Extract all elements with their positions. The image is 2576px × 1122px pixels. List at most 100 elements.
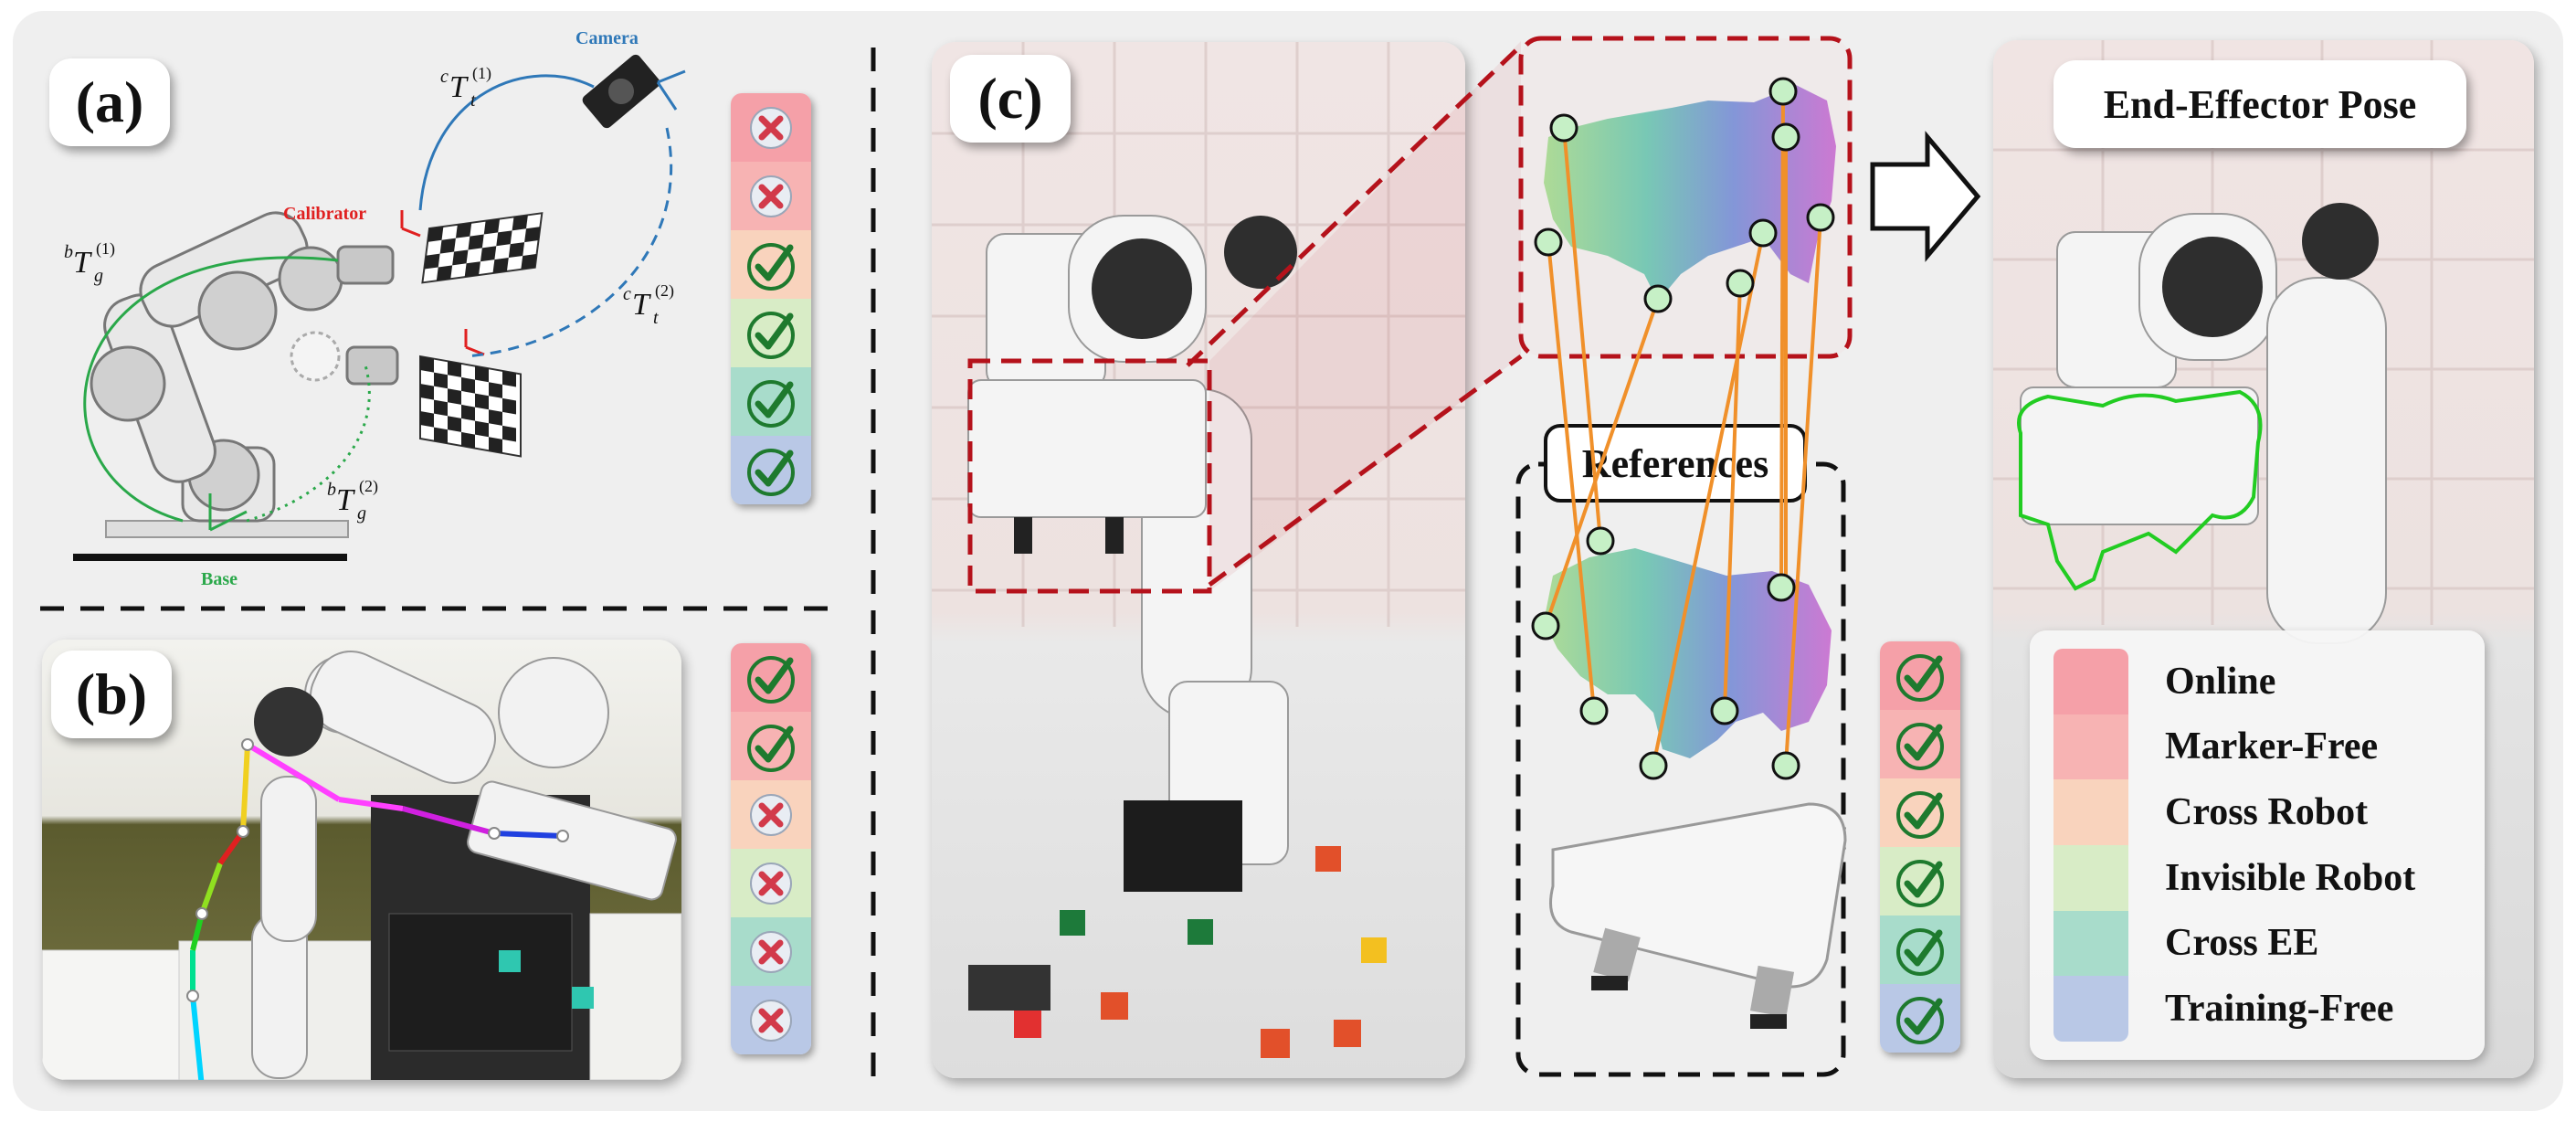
result-scene-drawing xyxy=(1993,40,2534,644)
base-transform-arrow-1 xyxy=(83,256,339,523)
property-mark-cell xyxy=(731,162,811,230)
property-mark-cell xyxy=(731,712,811,780)
check-icon xyxy=(1896,653,1944,702)
zoom-region-box xyxy=(967,358,1212,594)
svg-text:T: T xyxy=(449,70,469,104)
panel-c-property-marks xyxy=(1880,641,1960,1053)
legend-swatch xyxy=(2053,910,2128,977)
property-mark-cell xyxy=(1880,641,1960,710)
legend-item-label: Marker-Free xyxy=(2165,725,2379,768)
legend-swatch xyxy=(2053,779,2128,845)
property-mark-cell xyxy=(731,93,811,162)
panel-b-robot-skeleton xyxy=(42,650,681,1080)
legend-item-label: Online xyxy=(2165,660,2276,703)
property-mark-cell xyxy=(731,367,811,436)
legend-swatch xyxy=(2053,714,2128,780)
reference-feature-map xyxy=(1544,548,1832,758)
equation-ct1: c T t (1) xyxy=(440,64,491,111)
calibrator-label: Calibrator xyxy=(283,204,366,224)
legend-item-label: Training-Free xyxy=(2165,988,2394,1031)
robot-arm-drawing xyxy=(90,211,399,523)
cross-icon xyxy=(750,106,792,149)
camera-transform-arrow-2 xyxy=(465,127,673,358)
cross-icon xyxy=(750,930,792,973)
panel-a-label: (a) xyxy=(49,58,170,146)
legend-labels: Online Marker-Free Cross Robot Invisible Ro… xyxy=(2165,649,2476,1042)
legend-panel: Online Marker-Free Cross Robot Invisible Ro… xyxy=(2030,630,2485,1060)
check-icon xyxy=(1896,859,1944,907)
query-feature-map xyxy=(1544,82,1836,302)
legend-color-strip xyxy=(2053,649,2128,1042)
property-mark-cell xyxy=(731,643,811,712)
legend-item-label: Cross Robot xyxy=(2165,791,2369,834)
check-icon xyxy=(747,448,795,496)
svg-text:b: b xyxy=(64,242,73,262)
svg-text:t: t xyxy=(470,90,476,111)
svg-text:(2): (2) xyxy=(359,477,378,496)
panel-b-label: (b) xyxy=(51,651,172,738)
legend-swatch xyxy=(2053,649,2128,714)
equation-bt2: b T g (2) xyxy=(327,477,378,524)
panel-b-robot-photo xyxy=(42,640,681,1080)
end-effector-contour xyxy=(2017,389,2263,591)
checkerboard-upper xyxy=(421,212,544,284)
panel-c-scene-photo xyxy=(932,42,1465,1078)
camera-axes xyxy=(656,69,686,111)
property-mark-cell xyxy=(1880,778,1960,847)
cross-icon xyxy=(750,793,792,836)
svg-text:c: c xyxy=(623,284,631,304)
property-mark-cell xyxy=(731,299,811,367)
svg-text:T: T xyxy=(632,288,651,322)
zoom-line-lower xyxy=(1208,354,1523,587)
end-effector-pose-label: End-Effector Pose xyxy=(2053,60,2466,148)
property-mark-cell xyxy=(731,436,811,504)
property-mark-cell xyxy=(1880,984,1960,1053)
svg-text:T: T xyxy=(73,246,92,280)
property-mark-cell xyxy=(1880,916,1960,984)
panel-b-property-marks xyxy=(731,643,811,1054)
svg-text:t: t xyxy=(653,308,659,328)
panel-a-property-marks xyxy=(731,93,811,504)
check-icon xyxy=(1896,996,1944,1044)
cross-icon xyxy=(750,862,792,905)
property-mark-cell xyxy=(731,849,811,917)
svg-text:(1): (1) xyxy=(96,239,115,259)
svg-text:g: g xyxy=(94,266,103,286)
legend-swatch xyxy=(2053,844,2128,911)
panel-a-calibration-diagram: Camera Calibrator Base c T t (1) c T t (… xyxy=(64,28,686,585)
property-mark-cell xyxy=(731,780,811,849)
base-transform-arrow-2 xyxy=(246,365,371,523)
checkerboard-lower xyxy=(419,355,522,458)
svg-text:T: T xyxy=(336,483,355,517)
legend-item-label: Invisible Robot xyxy=(2165,856,2416,899)
svg-text:(1): (1) xyxy=(472,64,491,83)
check-icon xyxy=(747,379,795,428)
property-mark-cell xyxy=(731,986,811,1054)
camera-label: Camera xyxy=(575,28,639,48)
check-icon xyxy=(747,655,795,704)
keypoint-match-lines xyxy=(1544,90,1822,767)
property-mark-cell xyxy=(1880,847,1960,916)
panel-c-label: (c) xyxy=(950,55,1071,143)
equation-ct2: c T t (2) xyxy=(623,281,674,328)
cross-icon xyxy=(750,175,792,217)
panel-c-scene-drawing xyxy=(932,42,1465,1058)
check-icon xyxy=(1896,790,1944,839)
svg-text:(2): (2) xyxy=(655,281,674,301)
base-axes xyxy=(208,493,248,532)
check-icon xyxy=(1896,927,1944,976)
cross-icon xyxy=(750,999,792,1042)
camera-icon xyxy=(582,54,660,129)
property-mark-cell xyxy=(731,230,811,299)
reference-gripper-drawing xyxy=(1549,802,1847,1029)
result-arrow-icon xyxy=(1870,131,1981,262)
keypoints xyxy=(1531,77,1835,780)
base-label: Base xyxy=(201,569,238,585)
equation-bt1: b T g (1) xyxy=(64,239,115,286)
check-icon xyxy=(747,724,795,772)
svg-text:g: g xyxy=(357,503,366,524)
zoom-projection xyxy=(1209,41,1521,591)
